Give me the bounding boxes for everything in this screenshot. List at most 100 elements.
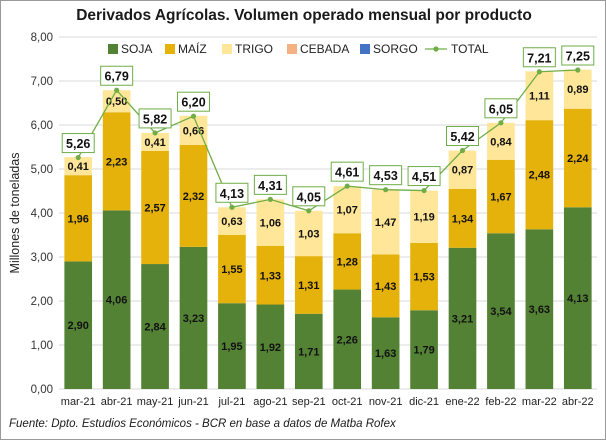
x-tick-label: ene-22	[445, 396, 479, 408]
bar-soja	[333, 289, 362, 389]
legend-label: MAÍZ	[178, 41, 207, 56]
bar-maíz	[256, 246, 285, 305]
legend-swatch-total-dot	[433, 46, 439, 52]
data-label-soja: 3,54	[490, 306, 512, 318]
total-label: 6,79	[104, 70, 128, 84]
total-label-box	[253, 174, 287, 195]
bar-soja	[256, 304, 285, 389]
data-label-trigo: 1,06	[260, 218, 281, 230]
bar-maíz	[448, 188, 477, 248]
x-tick-label: jul-21	[217, 396, 245, 408]
bar-trigo	[448, 150, 477, 189]
data-label-maíz: 1,33	[260, 270, 281, 282]
x-tick-label: mar-21	[61, 396, 96, 408]
bar-maíz	[371, 254, 400, 318]
total-label: 5,82	[143, 112, 167, 126]
total-point	[421, 187, 427, 194]
total-label: 4,61	[335, 166, 359, 180]
bar-soja	[563, 207, 592, 389]
total-label-box	[61, 133, 95, 154]
source-note: Fuente: Dpto. Estudios Económicos - BCR …	[9, 418, 396, 430]
bar-maíz	[102, 112, 131, 211]
data-label-trigo: 1,07	[337, 205, 358, 217]
total-label-box	[177, 91, 210, 112]
y-axis-label: Millones de toneladas	[8, 153, 22, 274]
y-tick-label: 3,00	[31, 252, 53, 264]
legend-swatch-cebada	[287, 44, 297, 54]
data-label-trigo: 1,11	[529, 91, 550, 103]
total-label-box	[138, 108, 172, 129]
total-label-box	[100, 65, 134, 86]
data-label-soja: 1,79	[413, 345, 434, 357]
total-point	[344, 183, 350, 189]
data-label-maíz: 1,53	[413, 272, 434, 284]
bar-soja	[141, 264, 169, 389]
bar-trigo	[64, 157, 93, 176]
total-label-box	[484, 98, 518, 119]
x-tick-label: oct-21	[332, 396, 363, 408]
data-label-maíz: 1,34	[452, 213, 474, 225]
x-tick-label: dic-21	[409, 396, 439, 408]
bar-maíz	[294, 256, 323, 314]
total-label-box	[330, 161, 364, 182]
data-label-trigo: 1,47	[375, 217, 396, 229]
data-label-soja: 2,90	[68, 320, 89, 332]
total-point	[383, 187, 389, 193]
y-tick-label: 8,00	[31, 32, 53, 44]
total-label-box	[561, 45, 595, 66]
total-label: 6,05	[489, 102, 513, 116]
chart-svg: 0,00 1,00 2,00 3,00 4,00 5,00 6,00 7,00 8,00 Mill…	[8, 32, 597, 408]
total-point	[575, 67, 581, 73]
total-point	[114, 87, 120, 93]
bar-maíz	[141, 150, 169, 265]
data-label-trigo: 0,89	[567, 84, 588, 96]
bar-soja	[218, 303, 246, 389]
y-tick-label: 0,00	[31, 384, 53, 396]
chart-title: Derivados Agrícolas. Volumen operado men…	[76, 7, 532, 24]
total-label: 4,05	[297, 190, 321, 204]
data-label-maíz: 1,67	[490, 192, 511, 204]
total-point	[306, 208, 312, 214]
bar-trigo	[563, 69, 592, 109]
total-label-box	[292, 186, 326, 207]
y-tick-label: 7,00	[31, 76, 53, 88]
data-label-trigo: 0,63	[221, 216, 242, 228]
total-point	[152, 130, 158, 136]
x-tick-label: mar-22	[522, 396, 557, 408]
data-label-trigo: 0,41	[68, 161, 89, 173]
x-tick-label: abr-21	[101, 396, 133, 408]
data-label-maíz: 2,57	[144, 203, 165, 215]
x-tick-label: abr-22	[562, 396, 594, 408]
data-label-soja: 4,13	[567, 293, 588, 305]
y-tick-label: 2,00	[31, 296, 53, 308]
bar-soja	[487, 233, 515, 389]
data-label-trigo: 0,84	[490, 136, 512, 148]
y-tick-label: 4,00	[31, 208, 53, 220]
total-label-box	[369, 165, 403, 186]
total-label: 4,31	[258, 179, 282, 193]
data-label-trigo: 1,19	[413, 212, 434, 224]
bar-trigo	[256, 199, 285, 246]
bar-soja	[448, 247, 477, 389]
total-label: 7,25	[566, 50, 590, 64]
bar-trigo	[294, 210, 323, 257]
legend-swatch-sorgo	[360, 44, 370, 54]
total-label-box	[407, 166, 441, 187]
y-tick-label: 5,00	[31, 164, 53, 176]
y-tick-label: 1,00	[31, 340, 53, 352]
data-label-maíz: 1,31	[298, 280, 319, 292]
y-tick-label: 6,00	[31, 120, 53, 132]
legend-label: SOJA	[121, 42, 152, 56]
data-label-maíz: 1,55	[221, 264, 242, 276]
data-label-maíz: 2,32	[183, 191, 204, 203]
data-label-soja: 4,06	[106, 295, 127, 307]
data-label-soja: 1,63	[375, 348, 396, 360]
data-label-maíz: 2,48	[529, 170, 550, 182]
bar-soja	[102, 210, 131, 389]
bar-maíz	[487, 159, 515, 234]
legend-label: SORGO	[373, 42, 418, 56]
data-label-trigo: 0,41	[144, 137, 165, 149]
total-label-box	[215, 182, 249, 203]
x-tick-label: sep-21	[292, 396, 326, 408]
data-label-soja: 2,84	[144, 322, 166, 334]
